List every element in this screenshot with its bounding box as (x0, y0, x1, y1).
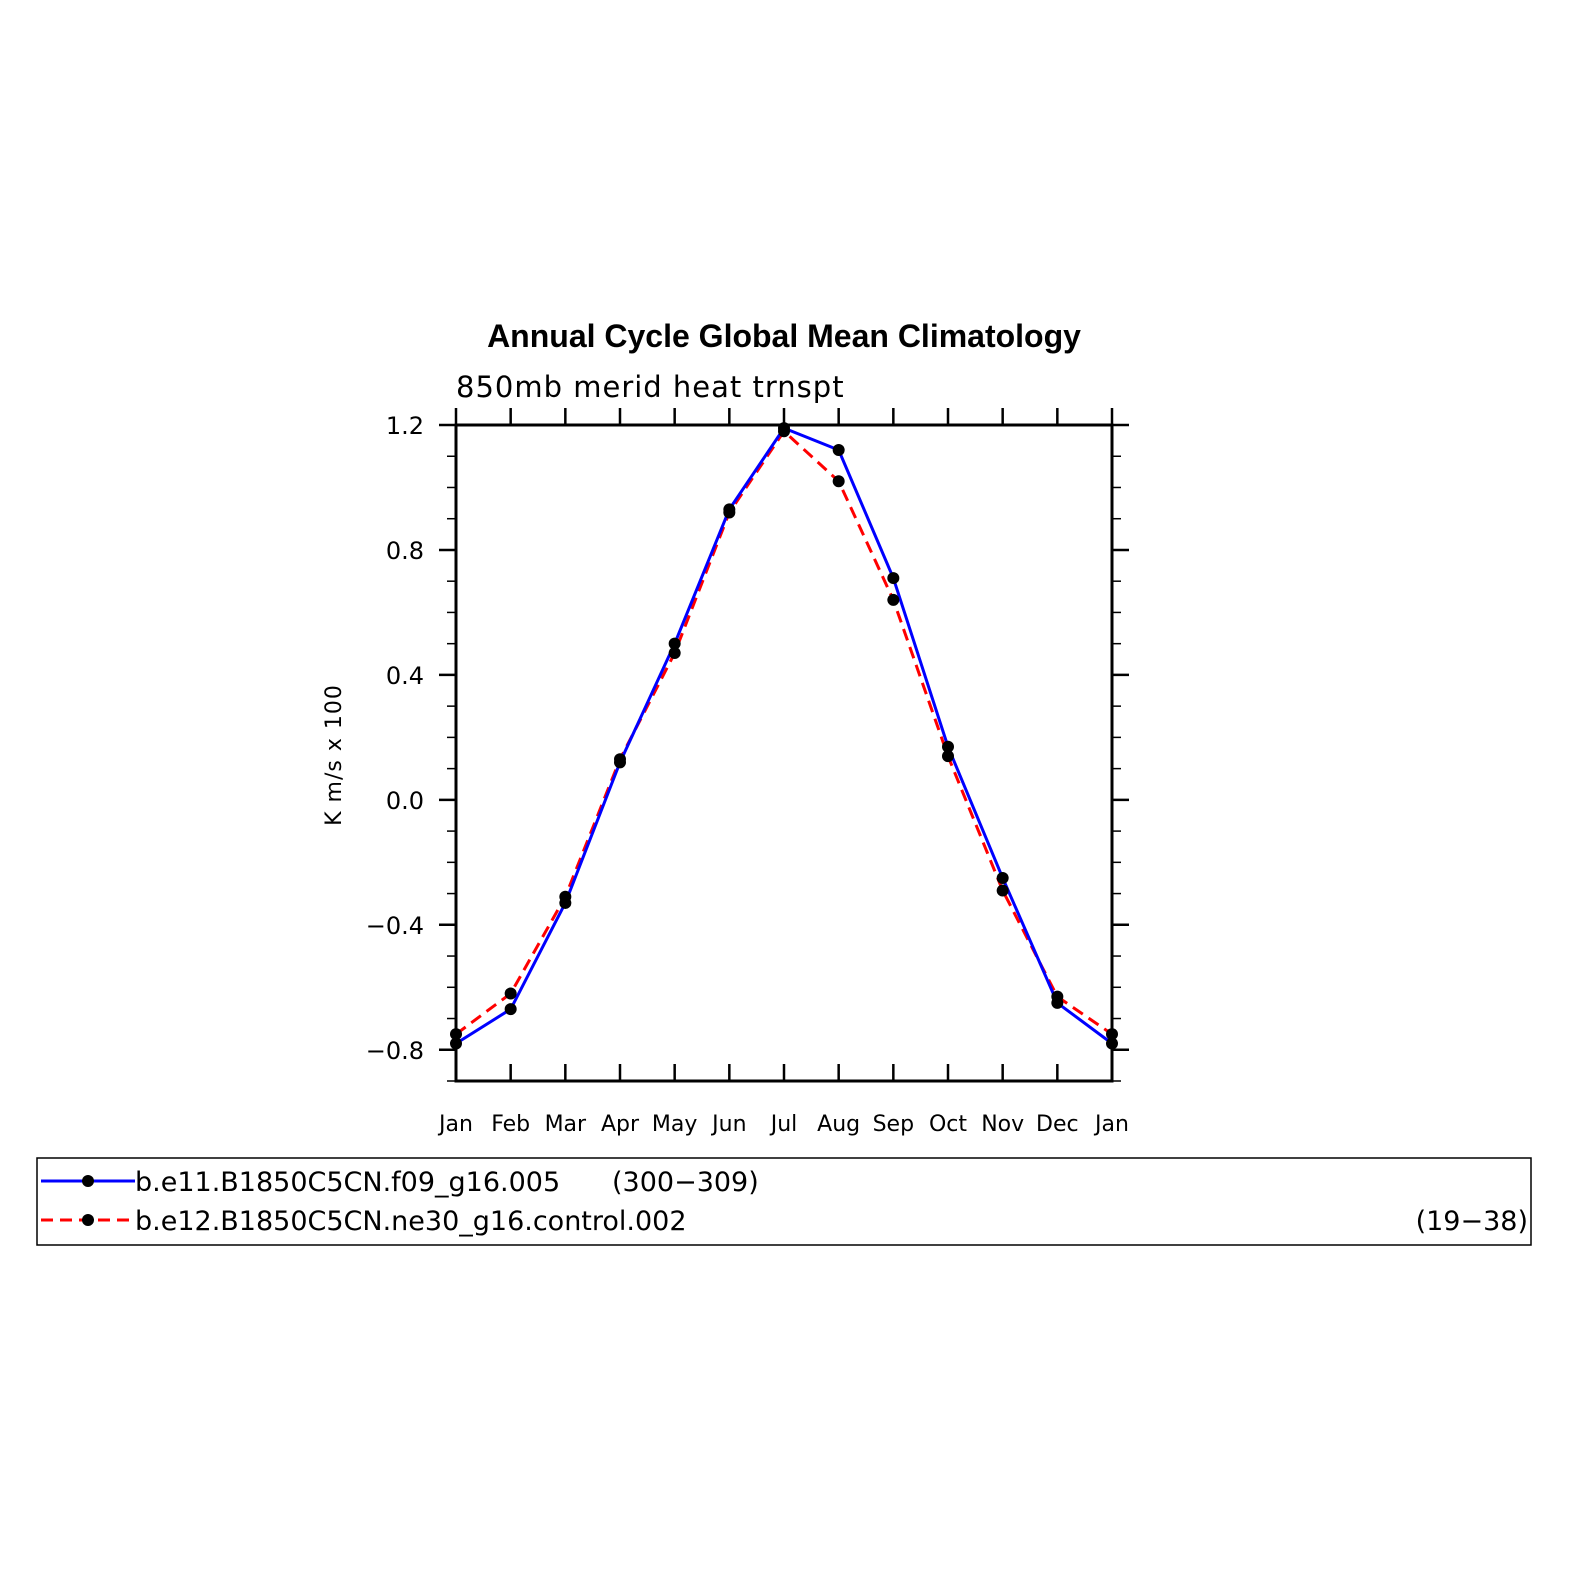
legend: b.e11.B1850C5CN.f09_g16.005 (300−309) b.… (36, 1157, 1532, 1246)
data-point-series-2 (832, 475, 845, 488)
data-point-series-1 (504, 1003, 517, 1016)
y-tick-label: −0.4 (366, 912, 424, 940)
legend-marker-series-2 (82, 1214, 94, 1226)
legend-marker-series-1 (82, 1175, 94, 1187)
x-tick-label: Apr (601, 1112, 640, 1137)
series-line-2 (455, 429, 1113, 1036)
x-tick-label: Mar (545, 1112, 587, 1137)
legend-years-series-2: (19−38) (1416, 1206, 1528, 1237)
ticks-layer: Jan Feb Mar Apr May Jun Jul Aug Sep Oct Nov Dec Jan −… (366, 408, 1129, 1137)
plot-frame (454, 423, 1114, 1083)
y-tick-label: 1.2 (386, 412, 424, 440)
x-tick-label: Feb (491, 1112, 530, 1137)
data-point-series-1 (559, 896, 572, 909)
data-point-series-1 (614, 756, 626, 769)
series-layer (450, 422, 1118, 1050)
legend-label-series-2: b.e12.B1850C5CN.ne30_g16.control.002 (135, 1206, 687, 1237)
data-point-series-1 (1051, 996, 1064, 1009)
x-tick-label: Jan (437, 1112, 473, 1137)
data-point-series-1 (887, 572, 900, 585)
data-point-series-2 (887, 593, 900, 606)
series-line-1 (455, 426, 1113, 1045)
data-point-series-1 (668, 637, 681, 650)
legend-label-series-1: b.e11.B1850C5CN.f09_g16.005 (135, 1167, 560, 1198)
y-tick-label: −0.8 (366, 1037, 424, 1065)
data-point-series-1 (723, 503, 736, 516)
x-tick-label: Sep (873, 1112, 914, 1137)
x-tick-label: Dec (1036, 1112, 1079, 1137)
legend-years-series-1: (300−309) (612, 1167, 759, 1198)
data-point-series-2 (668, 647, 681, 660)
x-tick-label: Nov (981, 1112, 1024, 1137)
data-point-series-2 (942, 750, 954, 763)
data-point-series-2 (996, 884, 1009, 897)
chart-title: Annual Cycle Global Mean Climatology (487, 318, 1081, 354)
y-tick-label: 0.0 (386, 787, 424, 815)
x-tick-label: Jul (769, 1112, 798, 1137)
data-point-series-2 (504, 987, 517, 1000)
data-point-series-1 (832, 443, 845, 456)
x-tick-label: Jun (710, 1112, 746, 1137)
x-tick-label: Jan (1093, 1112, 1129, 1137)
y-tick-label: 0.4 (386, 662, 424, 690)
y-tick-label: 0.8 (386, 537, 424, 565)
data-point-series-1 (996, 871, 1009, 884)
x-tick-label: Aug (817, 1112, 860, 1137)
data-point-series-1 (942, 740, 954, 753)
chart-subtitle: 850mb merid heat trnspt (456, 370, 845, 404)
x-tick-label: May (652, 1112, 697, 1137)
y-axis-label: K m/s x 100 (322, 684, 347, 826)
legend-box (36, 1157, 1532, 1246)
x-tick-label: Oct (929, 1112, 967, 1137)
